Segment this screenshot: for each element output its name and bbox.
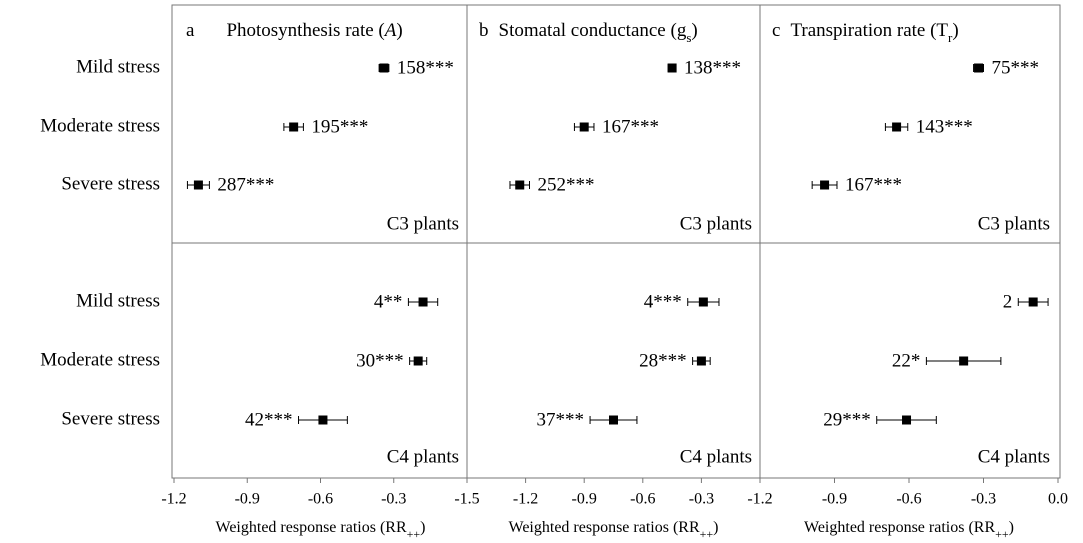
point-marker [1028,297,1038,307]
x-axis-label: Weighted response ratios (RR++) [804,519,1014,541]
x-tick-label: -0.9 [572,491,597,508]
point-marker [418,297,428,307]
value-label: 158*** [397,57,454,78]
panel-letter: a [186,20,195,41]
panel-letter: c [772,20,780,41]
x-tick-label: -1.2 [747,491,772,508]
value-label: 143*** [916,116,973,137]
x-tick-label: -1.2 [513,491,538,508]
x-axis-label: Weighted response ratios (RR++) [216,519,426,541]
x-tick-label: -0.3 [689,491,714,508]
category-label: Mild stress [76,56,160,77]
category-label: Moderate stress [40,115,160,136]
point-marker [959,356,969,366]
point-marker [318,415,328,425]
value-label: 138*** [684,57,741,78]
x-tick-label: -0.3 [381,491,406,508]
title-part: ) [691,20,697,41]
title-part: ) [396,20,402,41]
x-label-part: ) [1009,519,1014,536]
point-marker [892,122,902,132]
x-tick-label: -0.9 [235,491,260,508]
point-marker [515,180,525,190]
point-marker [667,63,677,73]
group-label: C3 plants [680,213,752,234]
value-label: 30*** [356,350,404,371]
x-tick-label: -1.2 [161,491,186,508]
panel-title: b Stomatal conductance (gs) [479,20,698,45]
x-tick-label: -1.5 [454,491,479,508]
value-label: 167*** [845,174,902,195]
title-part: Photosynthesis rate ( [226,20,384,41]
value-label: 2 [1003,291,1013,312]
value-label: 4** [374,291,403,312]
plot-frame [171,4,1061,479]
point-marker [698,297,708,307]
group-label: C4 plants [680,446,752,467]
x-label-part: ++ [700,527,714,541]
value-label: 75*** [992,57,1040,78]
point-marker [820,180,830,190]
x-label-part: Weighted response ratios (RR [216,519,407,536]
value-label: 252*** [538,174,595,195]
point-marker [193,180,203,190]
value-label: 42*** [245,409,293,430]
point-marker [413,356,423,366]
x-tick-label: -0.3 [971,491,996,508]
x-label-part: ++ [995,527,1009,541]
x-label-part: ++ [407,527,421,541]
panel-title: c Transpiration rate (Tr) [772,20,959,45]
category-label: Severe stress [61,408,160,429]
title-part: Stomatal conductance (g [499,20,687,41]
value-label: 22* [892,350,921,371]
x-tick-label: -0.9 [822,491,847,508]
value-label: 287*** [217,174,274,195]
category-label: Mild stress [76,290,160,311]
point-marker [579,122,589,132]
point-marker [289,122,299,132]
value-label: 167*** [602,116,659,137]
x-tick-label: -0.6 [630,491,655,508]
x-label-part: Weighted response ratios (RR [804,519,995,536]
x-tick-label: 0.0 [1048,491,1068,508]
value-label: 4*** [644,291,682,312]
category-label: Moderate stress [40,349,160,370]
point-marker [902,415,912,425]
group-label: C4 plants [978,446,1050,467]
group-label: C3 plants [387,213,459,234]
panel-title: a Photosynthesis rate (A) [186,20,403,41]
x-tick-label: -0.6 [896,491,921,508]
title-part: r [948,30,953,45]
value-label: 37*** [537,409,585,430]
category-label: Severe stress [61,173,160,194]
value-label: 29*** [823,409,871,430]
group-label: C4 plants [387,446,459,467]
x-label-part: ) [420,519,425,536]
point-marker [696,356,706,366]
value-label: 195*** [311,116,368,137]
value-label: 28*** [639,350,687,371]
title-part: Transpiration rate (T [790,20,948,41]
x-axis-label: Weighted response ratios (RR++) [509,519,719,541]
point-marker [379,63,389,73]
title-part: s [686,30,691,45]
point-marker [974,63,984,73]
title-part: ) [952,20,958,41]
x-label-part: Weighted response ratios (RR [509,519,700,536]
group-label: C3 plants [978,213,1050,234]
title-part: A [383,20,397,41]
point-marker [609,415,618,425]
panel-letter: b [479,20,489,41]
x-label-part: ) [713,519,718,536]
x-tick-label: -0.6 [308,491,333,508]
